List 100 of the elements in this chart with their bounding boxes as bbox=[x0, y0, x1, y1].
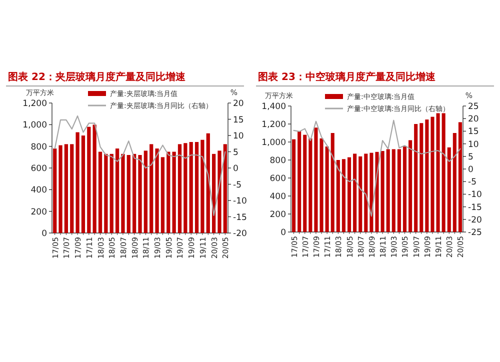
y-tick-label: 1,000 bbox=[262, 138, 286, 148]
bar bbox=[375, 152, 379, 232]
bar bbox=[380, 151, 384, 232]
bar bbox=[447, 147, 451, 232]
y2-tick-label: -20 bbox=[233, 229, 247, 239]
bar bbox=[397, 149, 401, 232]
y2-tick-label: 20 bbox=[468, 114, 479, 125]
y2-tick-label: 25 bbox=[468, 102, 479, 112]
bar bbox=[70, 144, 74, 233]
bar bbox=[200, 140, 204, 233]
bar bbox=[358, 156, 362, 232]
bar bbox=[436, 113, 440, 232]
y-tick-label: 400 bbox=[270, 192, 286, 202]
y-tick-label: 800 bbox=[30, 142, 47, 152]
y-tick-label: 1,000 bbox=[22, 120, 47, 131]
bar bbox=[58, 145, 62, 233]
bar bbox=[184, 143, 188, 233]
bar bbox=[138, 155, 142, 233]
bar bbox=[144, 150, 148, 233]
y-tick-label: 200 bbox=[30, 207, 47, 218]
bar bbox=[53, 148, 57, 233]
bar bbox=[87, 126, 91, 233]
bar bbox=[92, 124, 96, 233]
y2-tick-label: -5 bbox=[468, 178, 476, 188]
bar bbox=[420, 123, 424, 232]
bar bbox=[166, 152, 170, 233]
bar bbox=[408, 140, 412, 232]
y2-tick-label: -25 bbox=[468, 228, 482, 238]
y-tick-label: 600 bbox=[30, 164, 47, 174]
bar bbox=[126, 155, 130, 233]
bar bbox=[155, 148, 159, 233]
bar bbox=[98, 152, 102, 233]
y-tick-label: 200 bbox=[270, 210, 286, 220]
bar bbox=[110, 154, 114, 233]
y2-tick-label: 5 bbox=[468, 152, 474, 162]
y2-tick-label: 0 bbox=[233, 164, 238, 174]
bar bbox=[132, 154, 136, 233]
bar bbox=[206, 133, 210, 233]
bar bbox=[115, 148, 120, 233]
bar bbox=[430, 116, 434, 232]
bar bbox=[121, 154, 125, 233]
bar bbox=[303, 134, 307, 232]
y2-tick-label: 10 bbox=[233, 132, 244, 142]
bar bbox=[223, 144, 227, 233]
y-tick-label: 1,200 bbox=[262, 120, 286, 130]
bar bbox=[364, 154, 368, 232]
bar bbox=[325, 146, 329, 232]
bar bbox=[194, 142, 199, 233]
y-tick-label: 800 bbox=[270, 156, 286, 166]
y-tick-label: 600 bbox=[270, 174, 286, 184]
bar bbox=[402, 146, 407, 232]
y2-tick-label: -5 bbox=[233, 180, 242, 190]
y2-tick-label: -20 bbox=[468, 215, 482, 226]
bar bbox=[178, 144, 182, 233]
y-tick-label: 1,400 bbox=[262, 102, 286, 112]
y2-tick-label: 10 bbox=[468, 140, 479, 150]
chart-title: 图表 22：夹层玻璃月度产量及同比增速 bbox=[8, 71, 186, 83]
bar bbox=[386, 149, 390, 232]
y-tick-label: 400 bbox=[30, 186, 47, 196]
bar bbox=[347, 157, 352, 232]
bar bbox=[320, 138, 324, 232]
bar bbox=[76, 132, 80, 233]
bar bbox=[160, 157, 165, 233]
bar bbox=[392, 149, 396, 232]
bar bbox=[314, 128, 318, 232]
y2-tick-label: -10 bbox=[233, 196, 247, 206]
bar bbox=[81, 136, 86, 233]
y-tick-label: 1,200 bbox=[22, 99, 47, 109]
bar bbox=[330, 133, 334, 232]
y2-tick-label: 5 bbox=[233, 148, 238, 158]
bar bbox=[172, 152, 176, 233]
bar bbox=[370, 152, 374, 232]
bar bbox=[442, 113, 446, 232]
y2-tick-label: -10 bbox=[468, 190, 482, 200]
bar bbox=[308, 138, 312, 232]
bar bbox=[189, 142, 193, 233]
bar bbox=[104, 154, 108, 233]
y-tick-label: 0 bbox=[42, 229, 47, 239]
bar bbox=[218, 150, 222, 233]
bar bbox=[458, 122, 462, 232]
bar bbox=[452, 133, 456, 232]
bar bbox=[292, 139, 296, 232]
bar bbox=[342, 159, 346, 232]
y2-tick-label: -15 bbox=[468, 202, 482, 213]
y2-tick-label: 15 bbox=[468, 127, 479, 138]
y2-tick-label: 20 bbox=[233, 99, 244, 109]
bar bbox=[150, 144, 154, 233]
bar bbox=[64, 144, 68, 233]
bar bbox=[298, 131, 302, 232]
y-tick-label: 0 bbox=[280, 228, 286, 238]
chart-title: 图表 23：中空玻璃月度产量及同比增速 bbox=[258, 71, 436, 83]
y2-tick-label: 15 bbox=[233, 115, 244, 126]
line-series bbox=[54, 115, 226, 216]
bar bbox=[336, 160, 340, 232]
bar bbox=[353, 154, 357, 232]
bar bbox=[425, 120, 429, 232]
line-series bbox=[293, 120, 461, 217]
y2-tick-label: -15 bbox=[233, 212, 247, 223]
bar bbox=[414, 124, 418, 232]
y2-tick-label: 0 bbox=[468, 165, 474, 175]
